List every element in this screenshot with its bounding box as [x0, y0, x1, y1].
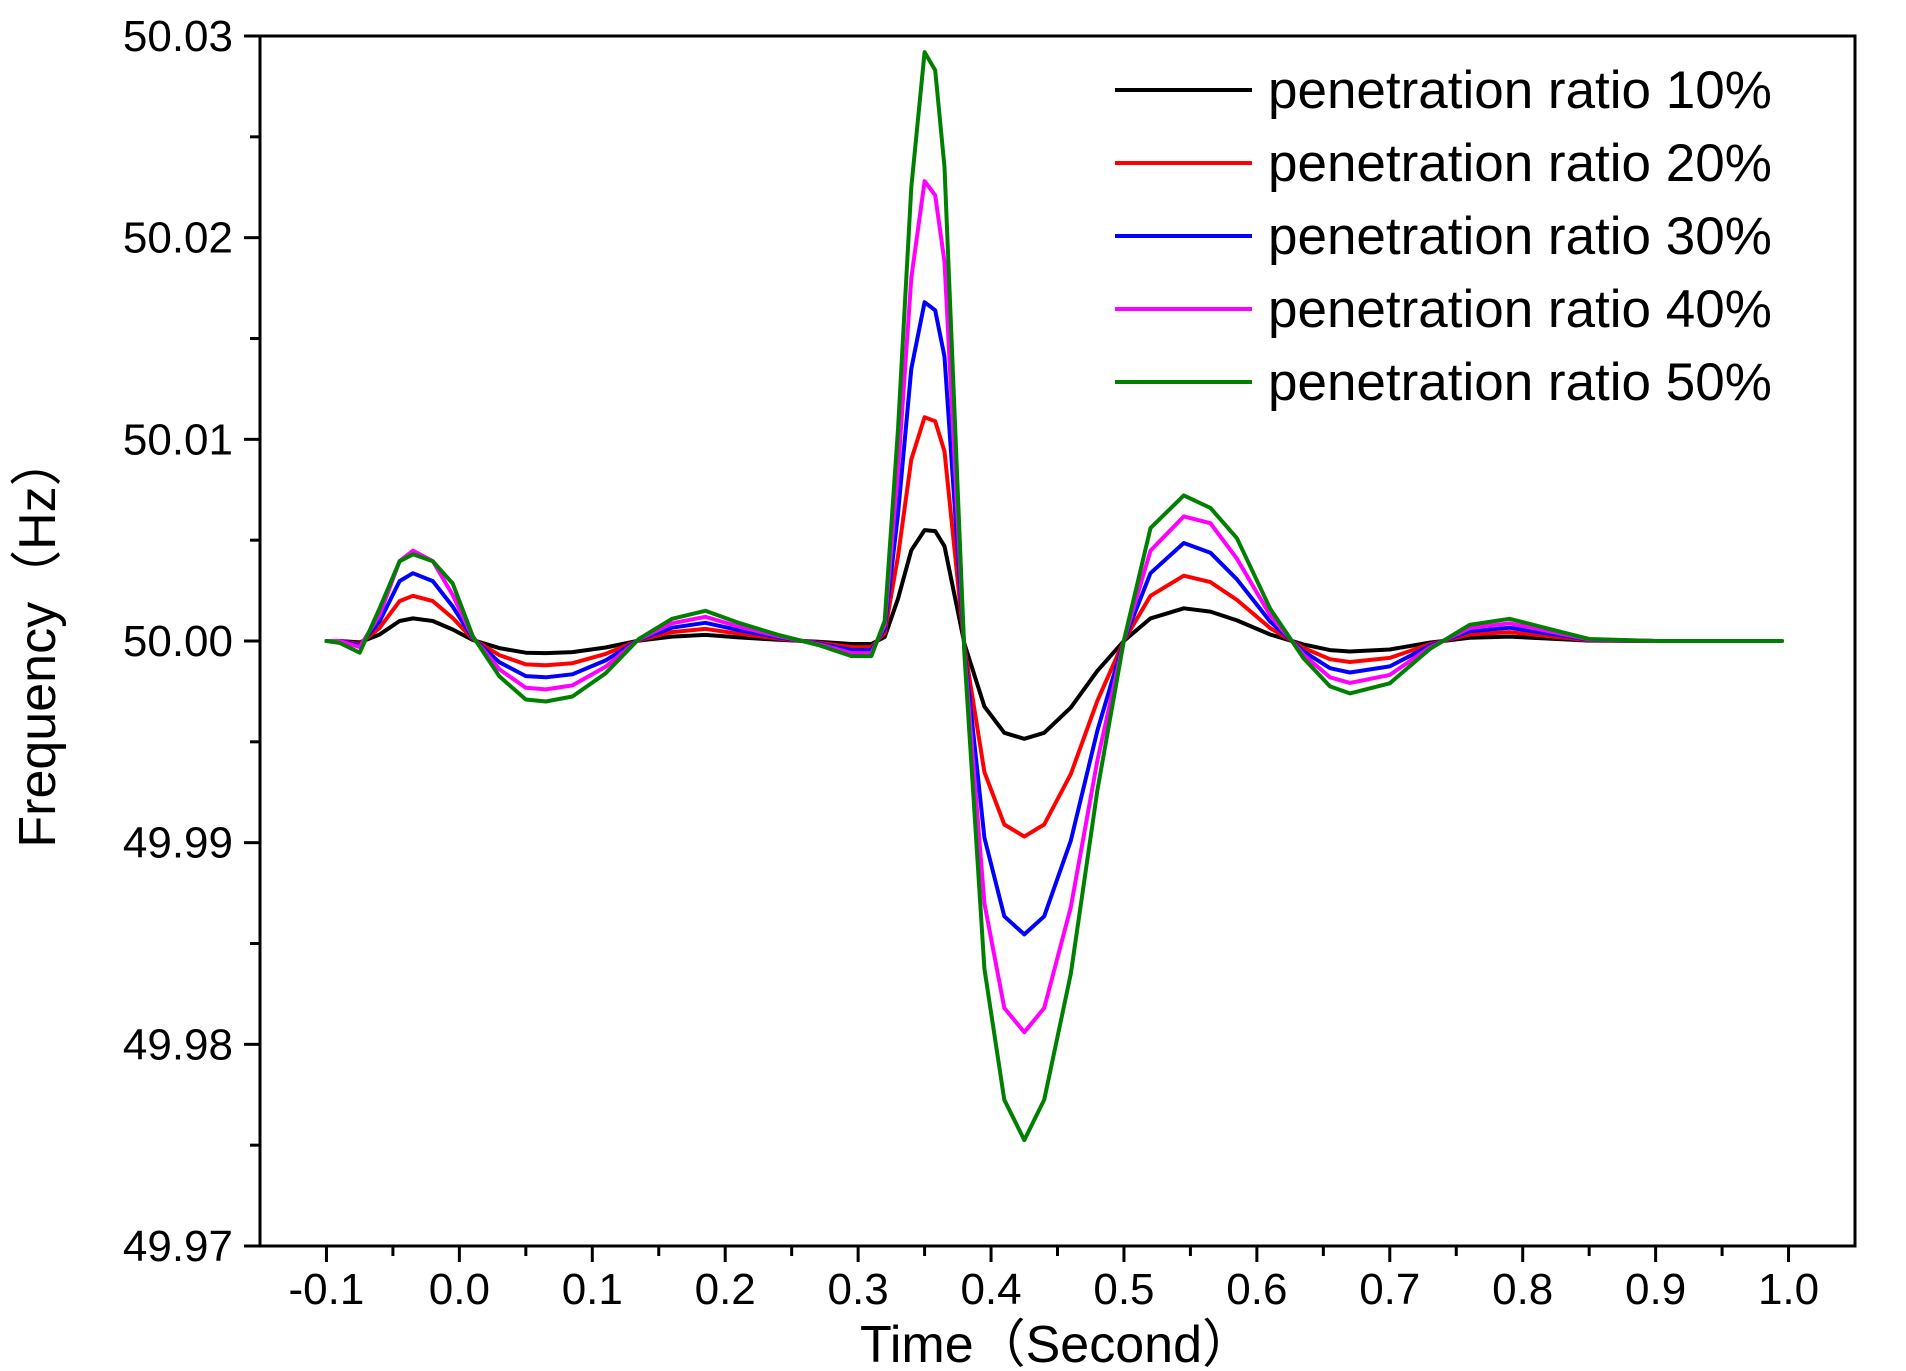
x-tick-label: 0.2 [695, 1265, 756, 1314]
y-tick-label: 50.02 [123, 214, 233, 263]
legend: penetration ratio 10% penetration ratio 2… [1115, 61, 1772, 412]
x-tick-label: 0.7 [1359, 1265, 1420, 1314]
x-tick-label: 0.3 [828, 1265, 889, 1314]
x-axis-title: Time（Second） [860, 1316, 1254, 1371]
y-tick-label: 49.99 [123, 819, 233, 868]
plot-series [324, 50, 1784, 1143]
series-line-3 [324, 300, 1784, 937]
x-tick-label: -0.1 [289, 1265, 365, 1314]
series-line-5 [324, 50, 1784, 1143]
series-line-1 [324, 528, 1784, 741]
x-tick-label: 0.8 [1492, 1265, 1553, 1314]
y-tick-label: 50.01 [123, 415, 233, 464]
legend-label: penetration ratio 20% [1268, 134, 1772, 193]
y-tick-label: 49.98 [123, 1020, 233, 1069]
series-line-2 [324, 415, 1784, 839]
legend-label: penetration ratio 40% [1268, 280, 1772, 339]
x-tick-label: 0.9 [1625, 1265, 1686, 1314]
x-tick-label: 0.6 [1226, 1265, 1287, 1314]
legend-label: penetration ratio 30% [1268, 207, 1772, 266]
y-tick-label: 50.03 [123, 12, 233, 61]
x-tick-label: 1.0 [1758, 1265, 1819, 1314]
x-tick-label: 0.0 [429, 1265, 490, 1314]
y-tick-label: 49.97 [123, 1222, 233, 1271]
x-axis: -0.1 0.0 0.1 0.2 0.3 0.4 0.5 0.6 0.7 0.8 0.9 1.0 [289, 1246, 1819, 1314]
x-tick-label: 0.5 [1093, 1265, 1154, 1314]
y-axis-title: Frequency（Hz） [9, 434, 67, 847]
x-tick-label: 0.1 [562, 1265, 623, 1314]
legend-label: penetration ratio 50% [1268, 353, 1772, 412]
y-axis: 49.97 49.98 49.99 50.00 50.01 50.02 50.03 [123, 12, 260, 1271]
legend-label: penetration ratio 10% [1268, 61, 1772, 120]
x-tick-label: 0.4 [960, 1265, 1021, 1314]
series-line-4 [324, 179, 1784, 1035]
y-tick-label: 50.00 [123, 617, 233, 666]
